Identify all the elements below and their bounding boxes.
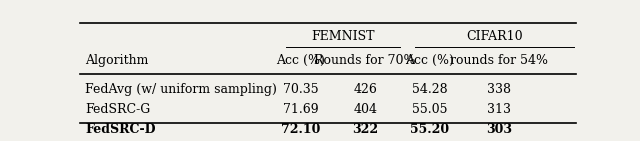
Text: FEMNIST: FEMNIST [311,30,374,43]
Text: 338: 338 [487,83,511,96]
Text: Acc (%): Acc (%) [276,54,325,67]
Text: 72.10: 72.10 [281,123,321,136]
Text: rounds for 54%: rounds for 54% [450,54,548,67]
Text: 426: 426 [353,83,377,96]
Text: 55.05: 55.05 [412,103,447,116]
Text: FedAvg (w/ uniform sampling): FedAvg (w/ uniform sampling) [85,83,277,96]
Text: FedSRC-D: FedSRC-D [85,123,156,136]
Text: FedSRC-G: FedSRC-G [85,103,150,116]
Text: 55.20: 55.20 [410,123,449,136]
Text: 322: 322 [352,123,378,136]
Text: CIFAR10: CIFAR10 [466,30,522,43]
Text: 303: 303 [486,123,512,136]
Text: Acc (%): Acc (%) [405,54,454,67]
Text: 54.28: 54.28 [412,83,447,96]
Text: 404: 404 [353,103,377,116]
Text: Rounds for 70%: Rounds for 70% [314,54,416,67]
Text: Algorithm: Algorithm [85,54,148,67]
Text: 71.69: 71.69 [283,103,319,116]
Text: 313: 313 [487,103,511,116]
Text: 70.35: 70.35 [283,83,319,96]
